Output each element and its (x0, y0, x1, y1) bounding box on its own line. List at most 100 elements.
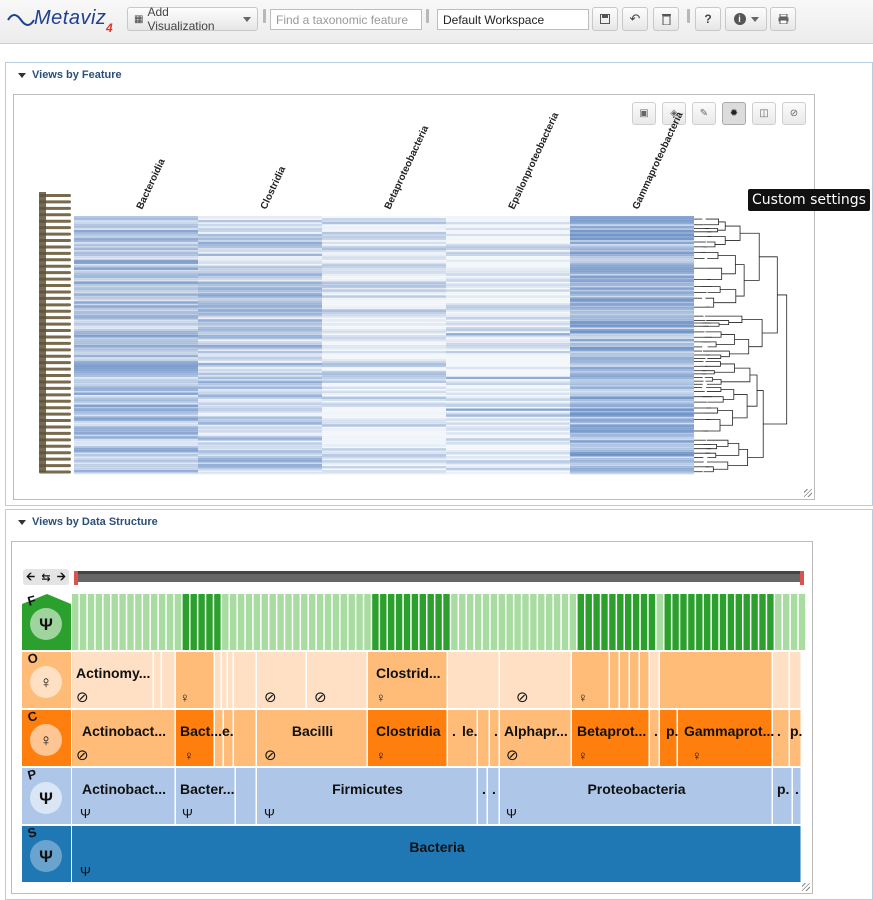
heatmap-cell[interactable] (74, 348, 198, 352)
heatmap-cell[interactable] (198, 426, 322, 429)
heatmap-cell[interactable] (322, 337, 446, 340)
heatmap-cell[interactable] (322, 420, 446, 423)
heatmap-cell[interactable] (446, 217, 570, 221)
heatmap-cell[interactable] (322, 345, 446, 348)
undo-button[interactable]: ↶ (622, 7, 648, 31)
heatmap-cell[interactable] (322, 362, 446, 366)
heatmap-cell[interactable] (446, 335, 570, 338)
heatmap-cell[interactable] (198, 311, 322, 314)
heatmap-cell[interactable] (74, 229, 198, 233)
heatmap-cell[interactable] (198, 470, 322, 473)
heatmap-cell[interactable] (74, 227, 198, 231)
heatmap-cell[interactable] (446, 414, 570, 417)
heatmap-cell[interactable] (570, 470, 694, 473)
family-node[interactable] (316, 594, 324, 650)
heatmap-cell[interactable] (446, 303, 570, 306)
heatmap-cell[interactable] (198, 396, 322, 399)
heatmap-cell[interactable] (570, 251, 694, 255)
heatmap-cell[interactable] (74, 216, 198, 219)
heatmap-cell[interactable] (446, 279, 570, 282)
heatmap-cell[interactable] (74, 247, 198, 251)
heatmap-cell[interactable] (74, 289, 198, 292)
prohibited-icon[interactable]: ⊘ (506, 747, 519, 764)
family-node[interactable] (174, 594, 182, 650)
phylum-node[interactable] (793, 768, 801, 824)
heatmap-cell[interactable] (74, 269, 198, 272)
heatmap-cell[interactable] (74, 432, 198, 435)
heatmap-cell[interactable] (446, 402, 570, 405)
heatmap-cell[interactable] (570, 323, 694, 326)
heatmap-cell[interactable] (74, 335, 198, 338)
heatmap-cell[interactable] (198, 468, 322, 471)
heatmap-cell[interactable] (322, 468, 446, 471)
family-node[interactable] (261, 594, 268, 650)
heatmap-cell[interactable] (322, 331, 446, 334)
heatmap-cell[interactable] (74, 424, 198, 427)
family-node[interactable] (182, 594, 189, 650)
heatmap-cell[interactable] (198, 323, 322, 326)
heatmap-cell[interactable] (570, 303, 694, 306)
heatmap-cell[interactable] (74, 341, 198, 344)
heatmap-cell[interactable] (322, 309, 446, 312)
heatmap-cell[interactable] (446, 227, 570, 231)
heatmap-cell[interactable] (446, 317, 570, 320)
family-node[interactable] (158, 594, 166, 650)
heatmap-cell[interactable] (322, 313, 446, 316)
heatmap-cell[interactable] (198, 217, 322, 221)
heatmap-cell[interactable] (446, 275, 570, 278)
family-node[interactable] (206, 594, 213, 650)
heatmap-cell[interactable] (322, 376, 446, 380)
superkingdom-node[interactable] (72, 826, 801, 882)
heatmap-cell[interactable] (74, 233, 198, 237)
heatmap-cell[interactable] (322, 321, 446, 324)
heatmap-cell[interactable] (74, 333, 198, 336)
heatmap-cell[interactable] (74, 406, 198, 409)
heatmap-cell[interactable] (198, 402, 322, 405)
heatmap-cell[interactable] (322, 229, 446, 233)
heatmap-cell[interactable] (446, 325, 570, 328)
heatmap-cell[interactable] (570, 416, 694, 419)
heatmap-cell[interactable] (446, 219, 570, 223)
family-node[interactable] (759, 594, 766, 650)
heatmap-cell[interactable] (198, 249, 322, 253)
heatmap-cell[interactable] (74, 364, 198, 368)
heatmap-cell[interactable] (446, 339, 570, 342)
resize-handle[interactable] (804, 489, 812, 497)
heatmap-cell[interactable] (74, 313, 198, 316)
heatmap-cell[interactable] (322, 295, 446, 298)
order-node[interactable] (222, 652, 227, 708)
heatmap-cell[interactable] (74, 297, 198, 300)
heatmap-cell[interactable] (74, 372, 198, 376)
heatmap-cell[interactable] (198, 400, 322, 403)
heatmap-cell[interactable] (322, 412, 446, 415)
heatmap-cell[interactable] (74, 235, 198, 239)
heatmap-cell[interactable] (74, 331, 198, 334)
heatmap-cell[interactable] (74, 404, 198, 407)
heatmap-cell[interactable] (74, 217, 198, 221)
heatmap-cell[interactable] (322, 426, 446, 429)
heatmap-cell[interactable] (198, 386, 322, 389)
heatmap-cell[interactable] (198, 378, 322, 382)
family-node[interactable] (546, 594, 553, 650)
heatmap-cell[interactable] (322, 356, 446, 360)
heatmap-cell[interactable] (74, 436, 198, 439)
heatmap-cell[interactable] (322, 279, 446, 282)
heatmap-cell[interactable] (322, 458, 446, 461)
family-node[interactable] (767, 594, 774, 650)
heatmap-cell[interactable] (198, 456, 322, 459)
prohibited-icon[interactable]: ⊘ (76, 747, 89, 764)
heatmap-cell[interactable] (446, 259, 570, 262)
heatmap-cell[interactable] (446, 343, 570, 346)
heatmap-cell[interactable] (74, 386, 198, 389)
family-node[interactable] (522, 594, 529, 650)
heatmap-cell[interactable] (74, 267, 198, 270)
tree-icon[interactable]: ♀ (184, 748, 194, 763)
heatmap-cell[interactable] (74, 243, 198, 247)
heatmap-cell[interactable] (446, 368, 570, 372)
heatmap-column-label[interactable]: Betaproteobacteria (383, 124, 432, 212)
heatmap-cell[interactable] (446, 231, 570, 235)
heatmap-cell[interactable] (446, 235, 570, 239)
heatmap-cell[interactable] (570, 380, 694, 384)
family-node[interactable] (451, 594, 458, 650)
remove-chart-button[interactable]: ⊘ (782, 102, 806, 125)
